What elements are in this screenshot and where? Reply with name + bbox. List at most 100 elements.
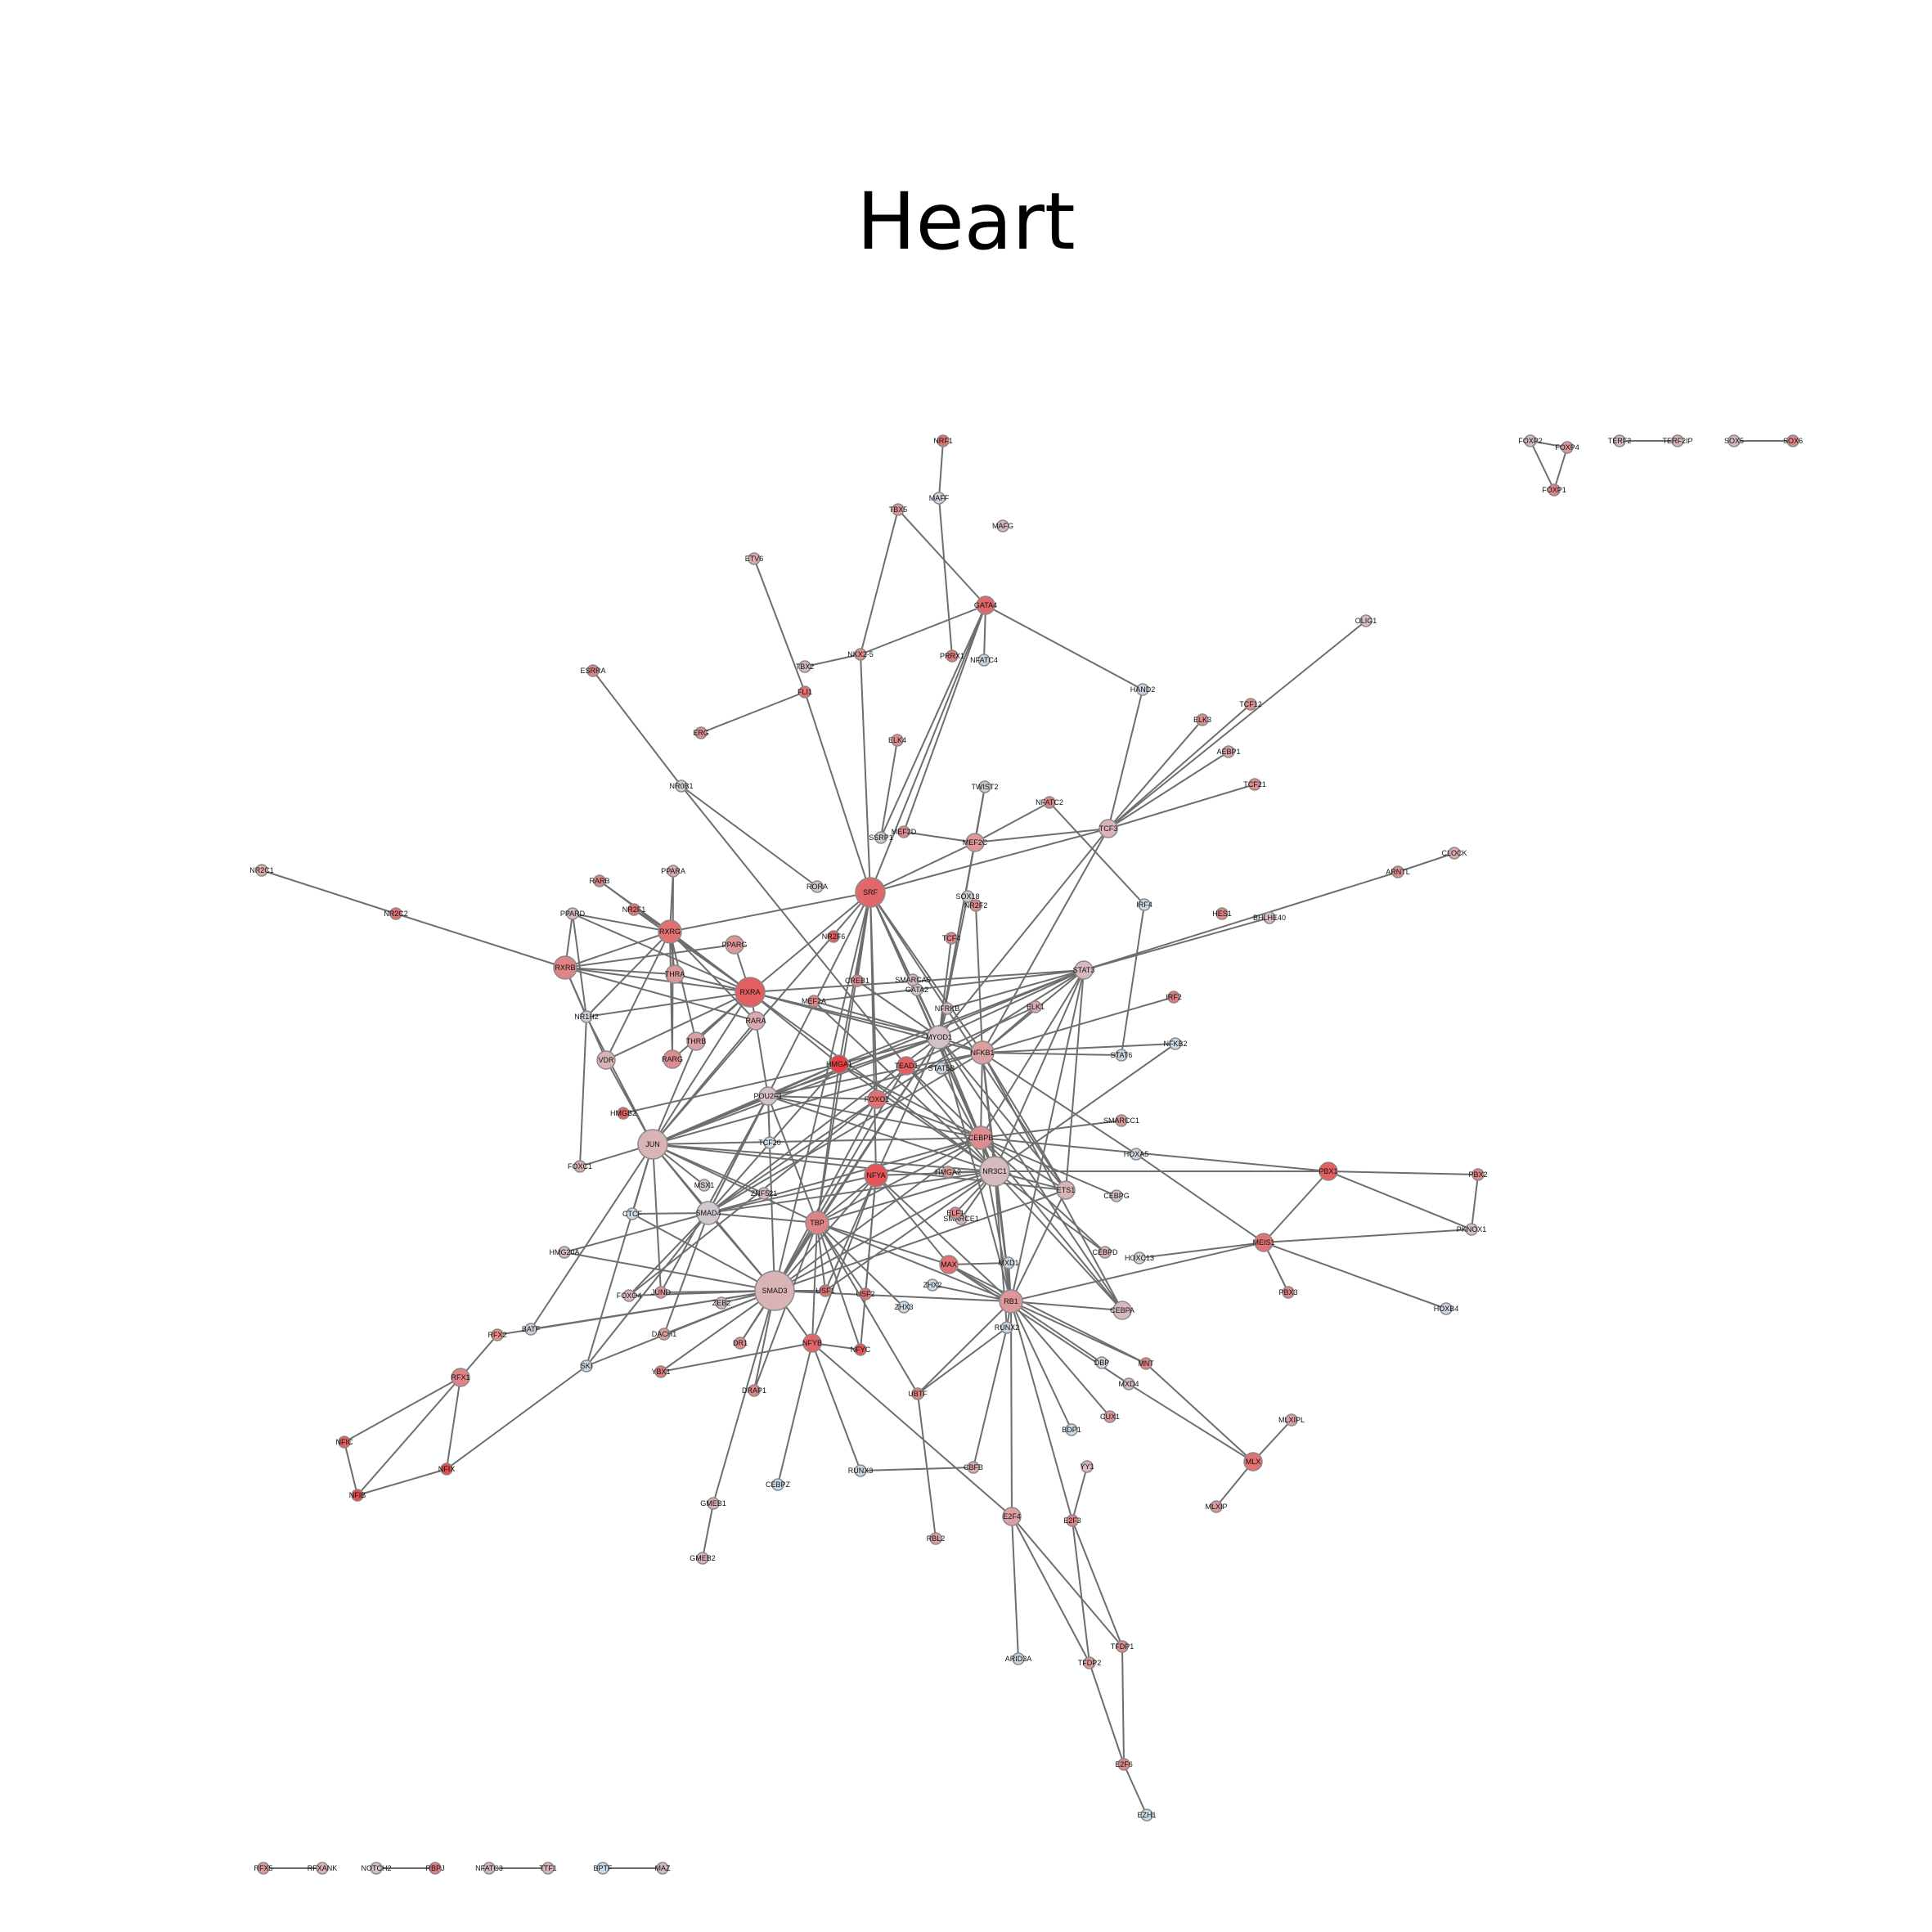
node-mxd4: MXD4 — [1118, 1377, 1139, 1391]
node-circle — [698, 1179, 711, 1192]
edge-myod1-cebpa — [938, 1036, 1123, 1311]
node-label: TCF20 — [758, 1139, 781, 1147]
node-label: JUN — [645, 1140, 660, 1148]
node-label: TBP — [810, 1219, 824, 1227]
edge-rxrg-ppard — [572, 913, 671, 932]
node-label: JUND — [651, 1288, 671, 1296]
node-label: PPARA — [661, 867, 685, 875]
edge-nfkb1-irf2 — [982, 996, 1175, 1054]
node-circle — [338, 1436, 351, 1449]
node-label: HAND2 — [1130, 685, 1156, 694]
node-label: SKI — [581, 1362, 593, 1370]
edge-tcf3-nfkb1 — [982, 828, 1109, 1054]
node-esrra: ESRRA — [580, 664, 606, 677]
node-nr2c1: NR2C1 — [249, 864, 274, 877]
node-ubtf: UBTF — [908, 1387, 928, 1400]
node-circle — [622, 1289, 636, 1302]
node-label: HMGA2 — [935, 1168, 961, 1176]
node-pknox1: PKNOX1 — [1457, 1223, 1486, 1236]
node-label: PPARD — [560, 910, 586, 918]
edge-cebpb-foxo1 — [876, 1099, 982, 1139]
node-label: TBX2 — [796, 663, 815, 671]
node-label: CREB1 — [845, 977, 869, 985]
node-label: ZEB2 — [712, 1299, 731, 1307]
node-label: PRRX1 — [940, 652, 964, 660]
edge-nr3c1-stat5b — [941, 1067, 995, 1172]
node-label: BATF — [522, 1325, 541, 1333]
node-label: RORA — [806, 883, 828, 891]
edge-esrra-nr0b1 — [592, 670, 682, 787]
edge-rb1-meis1 — [1010, 1242, 1265, 1302]
node-circle — [351, 1489, 364, 1502]
edge-e2f3-tfdp2 — [1072, 1520, 1090, 1664]
edge-nfyb-cebpz — [777, 1342, 813, 1485]
node-nfatc3: NFATC3 — [475, 1862, 503, 1875]
edge-nr2c1-nr2c2 — [261, 869, 397, 914]
edge-stat3-ets1 — [1065, 969, 1085, 1191]
edge-smad4-nfkb1 — [708, 1052, 983, 1214]
node-label: ARID3A — [1005, 1655, 1032, 1663]
edge-tbp-cebpb — [816, 1137, 982, 1224]
node-circle — [1524, 434, 1537, 447]
node-mef2d: MEF2D — [892, 825, 917, 838]
node-label: RFX2 — [487, 1331, 506, 1339]
node-circle — [1116, 1640, 1129, 1653]
node-label: DACH1 — [652, 1330, 677, 1338]
edge-rxrb-thra — [564, 967, 676, 975]
edge-tbp-ubtf — [816, 1222, 919, 1395]
node-label: CEBPA — [1110, 1306, 1134, 1314]
edge-smad3-gmeb1 — [712, 1290, 775, 1504]
node-circle — [580, 1010, 593, 1023]
node-rfxank: RFXANK — [308, 1862, 337, 1875]
edge-tbp-nfyb — [811, 1222, 818, 1344]
node-label: USF2 — [856, 1290, 874, 1298]
edge-nfkb1-ets1 — [982, 1052, 1067, 1191]
node-label: HMGB2 — [610, 1109, 636, 1117]
node-circle — [451, 1368, 470, 1387]
node-label: UBTF — [908, 1390, 928, 1398]
node-circle — [658, 919, 682, 944]
edge-rxra-ppard — [572, 913, 751, 993]
edge-rb1-cux1 — [1010, 1301, 1111, 1418]
node-cbfb: CBFB — [964, 1461, 983, 1474]
node-foxp1: FOXP1 — [1542, 483, 1566, 496]
node-label: MEIS1 — [1252, 1238, 1274, 1247]
node-label: RXRG — [659, 928, 681, 936]
edge-mlx-mnt — [1145, 1363, 1254, 1462]
node-label: ERG — [693, 729, 709, 737]
node-label: TCF4 — [942, 934, 961, 942]
node-label: NFYA — [866, 1171, 885, 1179]
node-circle — [663, 1049, 682, 1069]
node-pparg: PPARG — [722, 935, 747, 955]
node-elk4: ELK4 — [888, 734, 906, 747]
edge-foxo1-foxo4 — [628, 1099, 878, 1296]
edge-srf-cebpb — [869, 892, 982, 1139]
node-creb1: CREB1 — [845, 974, 869, 987]
node-label: NRF1 — [933, 437, 953, 445]
edge-nfib-nfix — [357, 1468, 447, 1496]
node-label: EZH1 — [1137, 1811, 1156, 1819]
edge-rxrb-pparg — [564, 944, 735, 968]
edge-nfatc2-irf4 — [1049, 802, 1145, 905]
edge-pbx1-pbx2 — [1328, 1170, 1479, 1175]
node-ybx1: YBX1 — [651, 1365, 671, 1378]
node-label: SOX18 — [955, 892, 979, 901]
node-circle — [798, 660, 811, 673]
node-circle — [617, 1107, 630, 1120]
node-rarb: RARB — [589, 874, 610, 887]
node-irf2: IRF2 — [1166, 991, 1182, 1004]
edge-tbp-hmga1 — [816, 1063, 840, 1224]
node-mlxip: MLXIP — [1205, 1500, 1228, 1513]
node-circle — [1095, 1356, 1108, 1369]
node-label: RARB — [589, 877, 609, 885]
edge-rxrg-nr1h2 — [586, 931, 671, 1018]
node-label: NOTCH2 — [361, 1864, 391, 1872]
node-hand2: HAND2 — [1130, 683, 1156, 696]
node-tcf21: TCF21 — [1243, 778, 1266, 791]
edge-mef2c-nfatc2 — [974, 802, 1050, 843]
node-circle — [1043, 796, 1056, 809]
node-circle — [596, 1862, 609, 1875]
node-label: CUX1 — [1100, 1413, 1120, 1421]
node-circle — [911, 1387, 924, 1400]
node-ssrp1: SSRP1 — [869, 831, 893, 844]
